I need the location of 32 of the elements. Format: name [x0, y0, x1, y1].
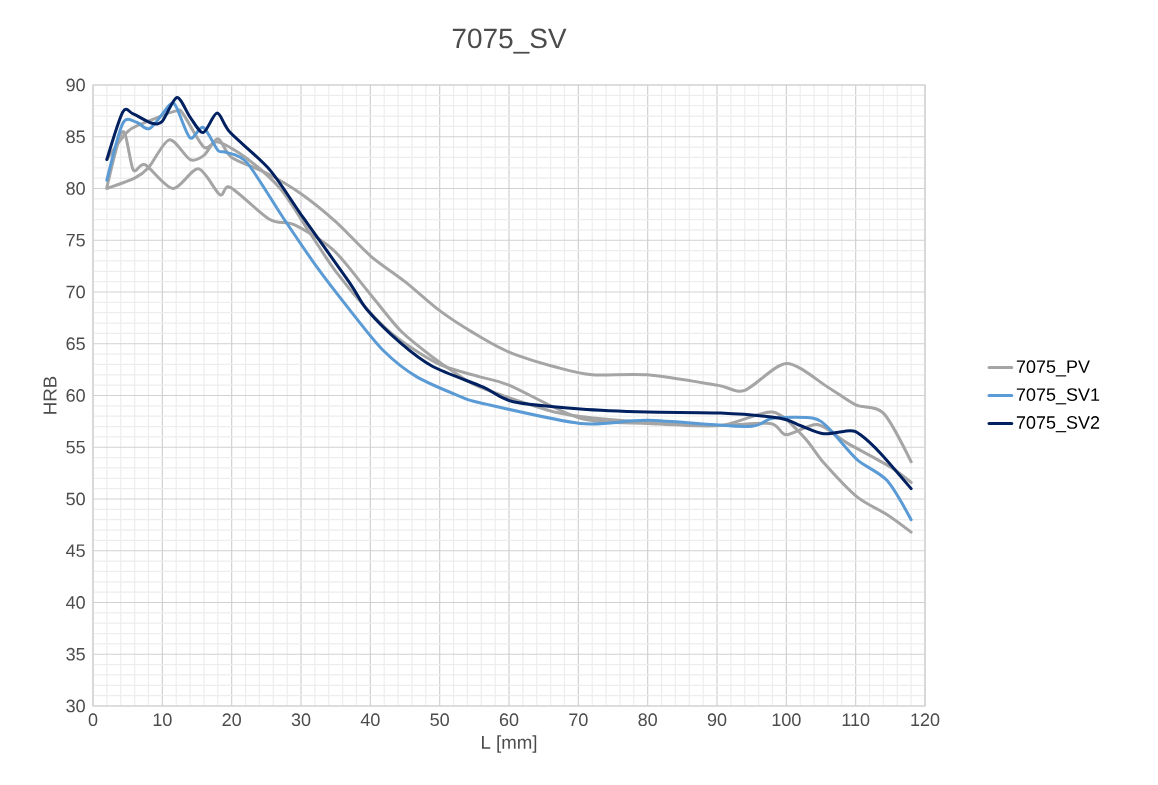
x-tick-label: 60 — [499, 713, 519, 727]
x-tick-label: 40 — [360, 713, 380, 727]
x-axis-title: L [mm] — [482, 735, 537, 753]
y-tick-label: 30 — [66, 699, 85, 713]
x-tick-label: 120 — [911, 713, 940, 727]
x-tick-label: 70 — [569, 713, 588, 727]
y-tick-label: 50 — [66, 492, 85, 506]
x-tick-label: 50 — [430, 713, 449, 727]
legend-label: 7075_SV1 — [1016, 388, 1100, 405]
legend-label: 7075_SV2 — [1016, 416, 1100, 433]
x-tick-label: 10 — [153, 713, 172, 727]
y-tick-label: 45 — [66, 544, 85, 558]
x-tick-label: 30 — [291, 713, 311, 727]
y-tick-label: 60 — [66, 389, 85, 402]
legend-label: 7075_PV — [1016, 360, 1090, 377]
chart-title: 7075_SV — [452, 28, 567, 54]
y-tick-label: 40 — [66, 596, 85, 609]
y-tick-label: 90 — [66, 78, 85, 92]
y-tick-label: 85 — [66, 130, 85, 144]
x-tick-label: 80 — [638, 713, 657, 727]
x-tick-label: 100 — [772, 713, 801, 727]
y-tick-label: 35 — [66, 647, 85, 661]
x-tick-label: 0 — [88, 713, 98, 727]
y-axis-title: HRB — [43, 376, 57, 414]
x-tick-label: 20 — [222, 713, 241, 727]
y-tick-label: 65 — [66, 337, 85, 351]
y-tick-label: 70 — [66, 285, 85, 299]
y-tick-label: 80 — [66, 182, 85, 195]
y-tick-label: 75 — [66, 233, 85, 247]
y-tick-label: 55 — [66, 440, 85, 454]
x-tick-label: 110 — [842, 713, 870, 727]
x-tick-label: 90 — [707, 713, 727, 727]
